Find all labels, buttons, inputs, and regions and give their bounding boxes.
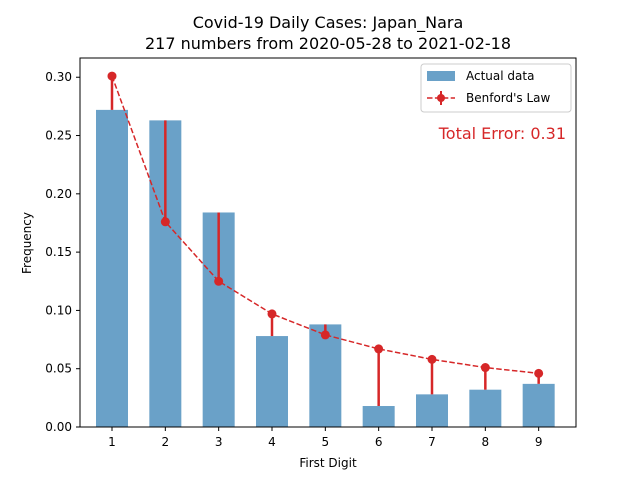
benford-point-digit-4: [267, 309, 277, 319]
bar-digit-5: [309, 324, 342, 427]
y-tick-label: 0.15: [45, 245, 72, 259]
total-error-annotation: Total Error: 0.31: [438, 124, 566, 143]
x-tick-label: 1: [108, 435, 116, 449]
x-tick-label: 3: [215, 435, 223, 449]
benford-point-digit-2: [160, 217, 170, 227]
y-tick-label: 0.05: [45, 362, 72, 376]
axes-layer: 1 2 3 4 5 6 7 8 9 0.00 0.05 0.10 0.15 0.20 0.25 0.30: [45, 57, 577, 449]
y-tick-label: 0.25: [45, 129, 72, 143]
x-tick-label: 6: [375, 435, 383, 449]
chart-subtitle: 217 numbers from 2020-05-28 to 2021-02-1…: [145, 34, 511, 53]
x-axis-label: First Digit: [299, 456, 357, 470]
benford-point-digit-1: [107, 71, 117, 81]
bar-digit-9: [522, 383, 555, 427]
x-tick-label: 7: [428, 435, 436, 449]
bar-digit-1: [96, 109, 128, 427]
x-tick-label: 2: [162, 435, 170, 449]
bar-digit-8: [469, 389, 502, 427]
legend-box: [420, 63, 572, 113]
chart-title: Covid-19 Daily Cases: Japan_Nara: [193, 13, 464, 33]
x-tick-label: 4: [268, 435, 276, 449]
legend-swatch-actual: [427, 71, 455, 81]
benford-point-digit-3: [214, 276, 224, 286]
y-tick-label: 0.10: [45, 303, 72, 317]
x-tick-label: 9: [535, 435, 543, 449]
legend-label-benford: Benford's Law: [466, 91, 551, 105]
bar-digit-6: [362, 406, 395, 427]
legend: Actual data Benford's Law: [420, 63, 572, 113]
y-tick-label: 0.00: [45, 420, 72, 434]
benford-line: [111, 75, 539, 375]
x-tick-label: 8: [482, 435, 490, 449]
plot-frame: [79, 57, 577, 428]
legend-label-actual: Actual data: [466, 69, 534, 83]
benford-point-digit-9: [534, 368, 544, 378]
y-tick-label: 0.30: [45, 70, 72, 84]
bar-digit-7: [416, 394, 448, 427]
y-tick-label: 0.20: [45, 187, 72, 201]
bar-digit-4: [256, 336, 288, 427]
benford-point-digit-8: [480, 363, 490, 373]
benford-line-layer: [107, 71, 544, 378]
x-tick-label: 5: [322, 435, 330, 449]
y-axis-label: Frequency: [20, 212, 34, 274]
bars-layer: [96, 109, 555, 428]
benford-point-digit-5: [320, 330, 330, 340]
benford-point-digit-7: [427, 354, 437, 364]
benford-point-digit-6: [374, 344, 384, 354]
